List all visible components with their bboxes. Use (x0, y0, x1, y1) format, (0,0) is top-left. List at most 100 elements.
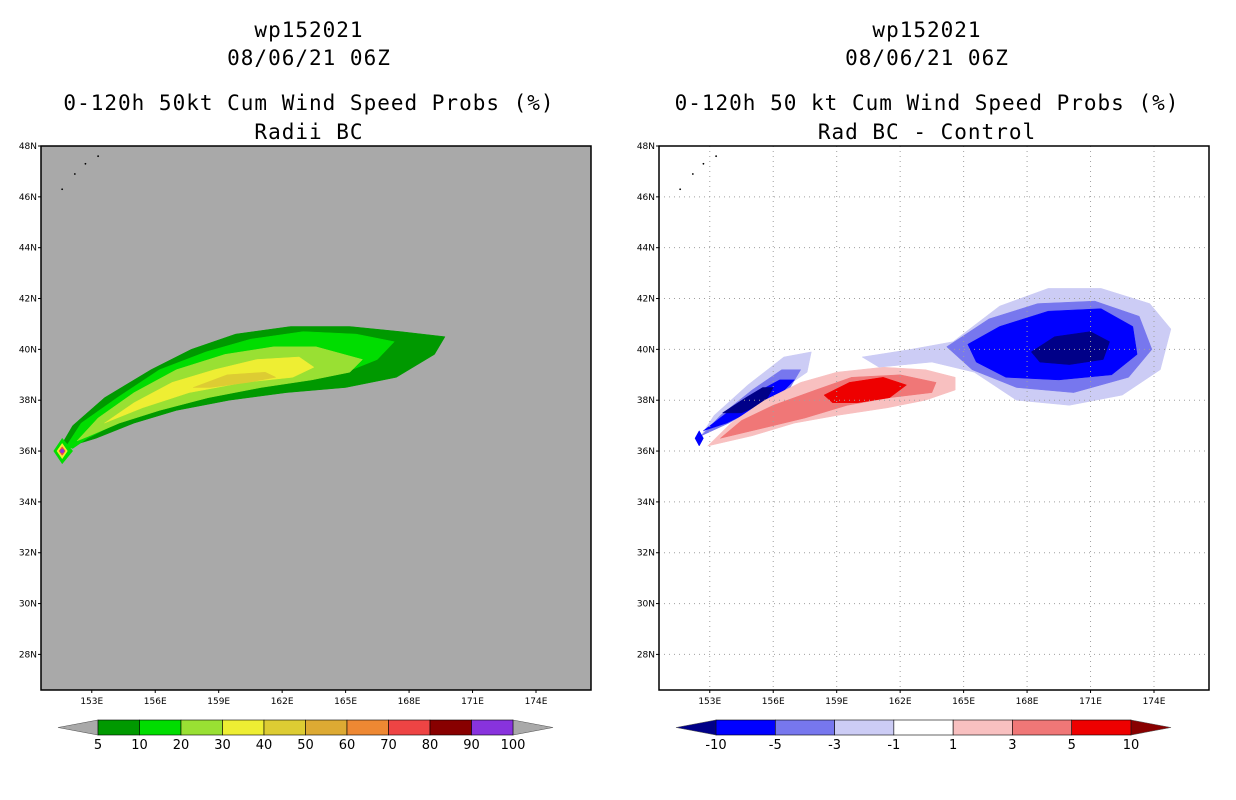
y-tick-label: 28N (19, 650, 37, 660)
plot-frame (658, 145, 1210, 691)
colorbar-swatch (139, 719, 182, 736)
x-tick-label: 162E (889, 697, 912, 707)
chart-subtitle: Rad BC - Control (817, 120, 1037, 144)
colorbar-label: -5 (769, 738, 782, 753)
contour-fill (193, 371, 277, 388)
colorbar-label: 5 (94, 738, 102, 753)
y-tick-label: 36N (19, 447, 37, 457)
y-tick-label: 38N (637, 396, 655, 406)
forecast-date: 08/06/21 06Z (845, 46, 1009, 70)
y-tick-label: 42N (637, 295, 655, 305)
contour-fill (1030, 331, 1110, 365)
chart-title: 0-120h 50kt Cum Wind Speed Probs (%) (63, 91, 555, 115)
colorbar-swatch (346, 719, 389, 736)
colorbar-swatch (952, 719, 1013, 736)
island-mark (702, 162, 705, 165)
y-tick-label: 44N (637, 244, 655, 254)
x-tick-label: 171E (461, 697, 484, 707)
y-tick-label: 28N (637, 650, 655, 660)
y-tick-label: 34N (637, 498, 655, 508)
colorbar-label: 90 (463, 738, 480, 753)
island-mark (679, 188, 682, 191)
colorbar-label: 10 (131, 738, 148, 753)
y-tick-label: 42N (19, 295, 37, 305)
colorbar-label: 20 (173, 738, 190, 753)
colorbar-label: -10 (705, 738, 726, 753)
colorbar-label: 100 (501, 738, 526, 753)
y-tick-label: 36N (637, 447, 655, 457)
x-tick-label: 165E (952, 697, 975, 707)
contour-fill (721, 387, 774, 414)
colorbar-label: 10 (1123, 738, 1140, 753)
colorbar-swatch (305, 719, 348, 736)
island-mark (84, 162, 87, 165)
contour-fill (694, 430, 704, 447)
x-tick-label: 168E (398, 697, 421, 707)
contour-layer (53, 326, 446, 465)
colorbar-extend-low (675, 719, 717, 736)
colorbar-swatch (774, 719, 835, 736)
colorbar-label: -3 (828, 738, 841, 753)
colorbar-label: 5 (1068, 738, 1076, 753)
y-tick-label: 40N (19, 345, 37, 355)
island-mark (73, 173, 76, 175)
right-chart-panel: wp152021 08/06/21 06Z 0-120h 50 kt Cum W… (618, 0, 1236, 800)
colorbar-label: 1 (949, 738, 957, 753)
colorbar-swatch (893, 719, 954, 736)
y-tick-label: 34N (19, 498, 37, 508)
probability-map: 48N 46N 44N 42N 40N 38N 36N 34N 32N 30N 28N 153E 156… (19, 142, 592, 753)
contour-layer (694, 288, 1172, 447)
y-tick-label: 48N (19, 142, 37, 152)
plot-frame (40, 145, 592, 691)
y-tick-label: 30N (637, 600, 655, 610)
colorbar-swatch (263, 719, 306, 736)
island-mark (691, 173, 694, 175)
colorbar-swatch (1071, 719, 1132, 736)
y-tick-label: 30N (19, 600, 37, 610)
x-tick-label: 174E (525, 697, 548, 707)
x-tick-label: 168E (1016, 697, 1039, 707)
colorbar-swatch (471, 719, 514, 736)
colorbar-swatch (180, 719, 223, 736)
x-tick-label: 153E (698, 697, 721, 707)
x-tick-label: 174E (1143, 697, 1166, 707)
x-tick-label: 159E (825, 697, 848, 707)
colorbar-swatch (834, 719, 895, 736)
y-tick-label: 38N (19, 396, 37, 406)
colorbar-swatch (222, 719, 265, 736)
y-tick-label: 40N (637, 345, 655, 355)
colorbar-label: 40 (256, 738, 273, 753)
colorbar-swatch (97, 719, 140, 736)
x-tick-label: 171E (1079, 697, 1102, 707)
colorbar-label: -1 (887, 738, 900, 753)
colorbar-swatch (429, 719, 472, 736)
colorbar-label: 60 (339, 738, 356, 753)
x-tick-label: 156E (762, 697, 785, 707)
chart-title: 0-120h 50 kt Cum Wind Speed Probs (%) (674, 91, 1180, 115)
colorbar-label: 70 (380, 738, 397, 753)
x-tick-label: 159E (207, 697, 230, 707)
colorbar-extend-high (512, 719, 554, 736)
chart-subtitle: Radii BC (254, 120, 364, 144)
colorbar-swatch (715, 719, 776, 736)
storm-id: wp152021 (872, 18, 982, 42)
colorbar-extend-low (57, 719, 99, 736)
island-mark (715, 155, 718, 158)
colorbar-label: 3 (1008, 738, 1016, 753)
colorbar-label: 80 (422, 738, 439, 753)
y-tick-label: 46N (637, 193, 655, 203)
y-tick-label: 32N (637, 549, 655, 559)
x-tick-label: 162E (271, 697, 294, 707)
forecast-date: 08/06/21 06Z (227, 46, 391, 70)
x-tick-label: 156E (144, 697, 167, 707)
island-mark (61, 188, 64, 191)
storm-id: wp152021 (254, 18, 364, 42)
x-tick-label: 153E (80, 697, 103, 707)
x-tick-label: 165E (334, 697, 357, 707)
left-chart-panel: wp152021 08/06/21 06Z 0-120h 50kt Cum Wi… (19, 18, 592, 753)
colorbar-label: 30 (214, 738, 231, 753)
y-tick-label: 46N (19, 193, 37, 203)
y-tick-label: 48N (637, 142, 655, 152)
colorbar-swatch (1012, 719, 1073, 736)
contour-fill (823, 377, 908, 403)
